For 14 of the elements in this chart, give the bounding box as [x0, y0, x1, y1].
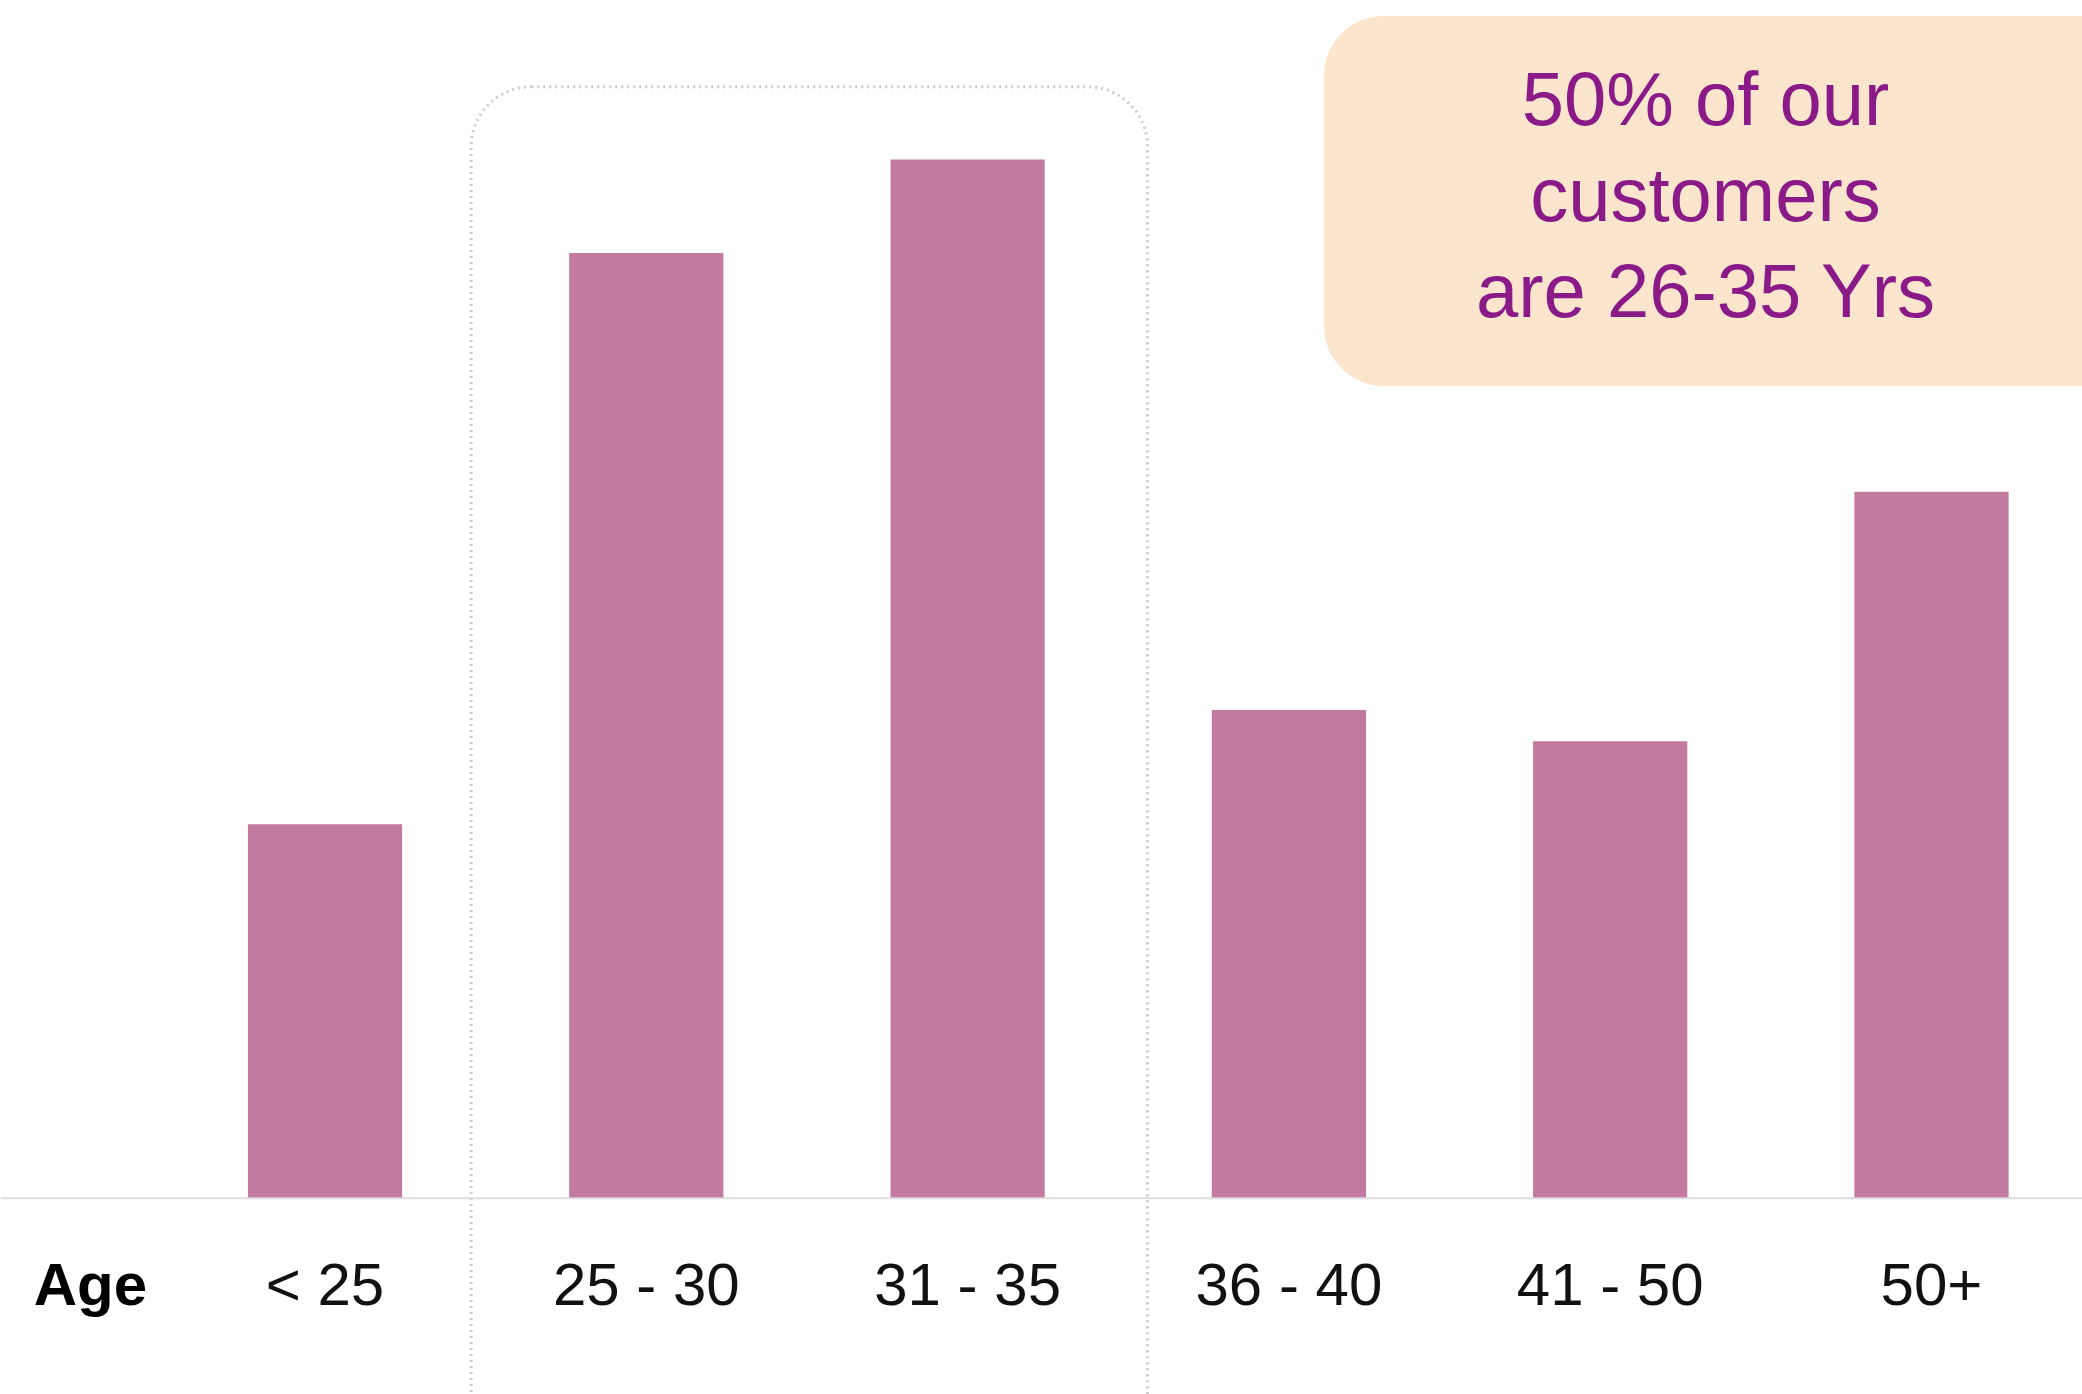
- x-tick-label: < 25: [265, 1250, 385, 1318]
- annotation: 50% of our customers are 26-35 Yrs: [1475, 55, 1936, 335]
- x-tick-label: 25 - 30: [552, 1250, 740, 1318]
- x-tick-label: 41 - 50: [1516, 1250, 1704, 1318]
- x-axis-title: Age: [33, 1250, 148, 1318]
- x-tick-label: 36 - 40: [1195, 1250, 1383, 1318]
- bar: [569, 252, 724, 1199]
- bar: [1211, 709, 1367, 1199]
- bar: [890, 159, 1045, 1199]
- bar: [1533, 741, 1688, 1199]
- bar: [1854, 491, 2009, 1199]
- x-tick-label: 31 - 35: [874, 1250, 1061, 1318]
- x-tick-label: 50+: [1880, 1250, 1983, 1318]
- bar: [247, 824, 403, 1199]
